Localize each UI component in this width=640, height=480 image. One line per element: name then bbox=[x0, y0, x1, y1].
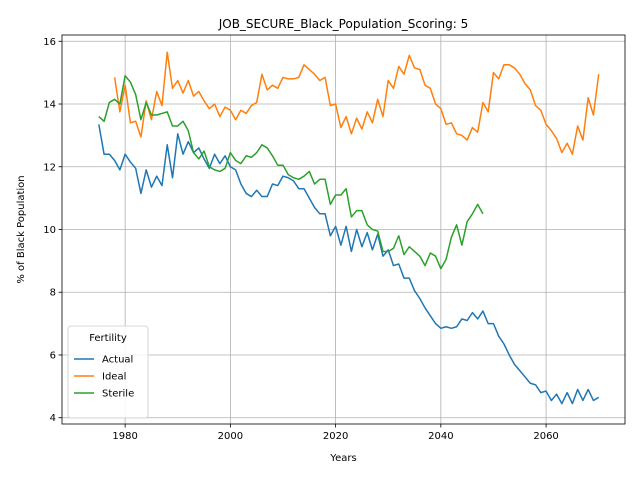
y-tick-label: 8 bbox=[50, 288, 56, 299]
legend: Fertility Actual Ideal Sterile bbox=[67, 325, 149, 419]
y-tick-label: 12 bbox=[43, 162, 56, 173]
series-line-actual bbox=[98, 124, 600, 405]
legend-box bbox=[67, 325, 149, 419]
grid bbox=[62, 35, 625, 424]
x-tick-label: 1980 bbox=[112, 431, 137, 442]
x-tick-label: 2040 bbox=[428, 431, 453, 442]
legend-label-sterile: Sterile bbox=[102, 389, 134, 400]
legend-label-actual: Actual bbox=[102, 355, 133, 366]
series-line-sterile bbox=[98, 75, 484, 270]
y-tick-label: 4 bbox=[50, 413, 56, 424]
chart-title: JOB_SECURE_Black_Population_Scoring: 5 bbox=[218, 17, 469, 31]
x-axis-label: Years bbox=[329, 453, 356, 464]
x-tick-label: 2020 bbox=[323, 431, 348, 442]
series-lines bbox=[98, 51, 600, 405]
y-tick-label: 10 bbox=[43, 225, 56, 236]
x-tick-label: 2000 bbox=[218, 431, 243, 442]
legend-label-ideal: Ideal bbox=[102, 372, 126, 383]
y-tick-label: 16 bbox=[43, 37, 56, 48]
x-tick-label: 2060 bbox=[533, 431, 558, 442]
y-tick-label: 6 bbox=[50, 350, 56, 361]
axis-ticks: 1980 2000 2020 2040 2060 4 6 8 10 12 14 16 bbox=[43, 37, 559, 442]
y-tick-label: 14 bbox=[43, 100, 56, 111]
series-line-ideal bbox=[113, 51, 600, 155]
y-axis-label: % of Black Population bbox=[16, 175, 27, 283]
legend-title: Fertility bbox=[89, 333, 127, 344]
